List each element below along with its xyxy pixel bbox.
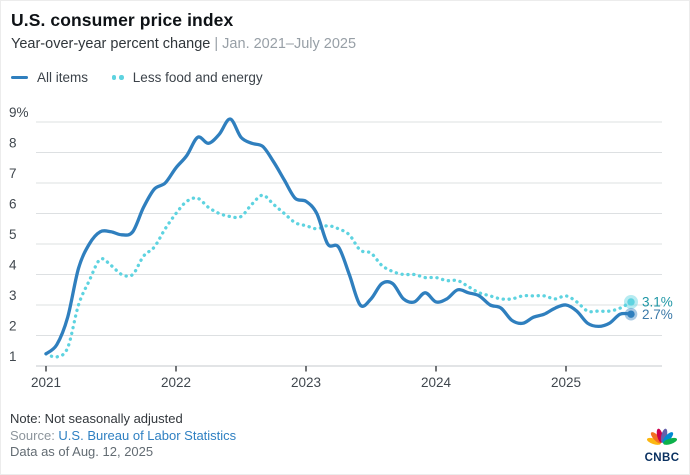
y-axis-tick-label: 9% <box>9 105 29 120</box>
all-items-line <box>44 117 633 356</box>
legend-item-all-items: All items <box>11 70 88 85</box>
footnote: Note: Not seasonally adjusted <box>10 411 183 426</box>
source-line: Source: U.S. Bureau of Labor Statistics <box>10 428 236 445</box>
x-axis-tick-label: 2023 <box>291 375 321 390</box>
less-food-energy-line <box>44 193 633 359</box>
y-axis-tick-label: 8 <box>9 136 17 151</box>
chart-footer: Note: Not seasonally adjusted Source: U.… <box>10 411 236 461</box>
all-items-endpoint-dot <box>627 310 635 318</box>
source-link[interactable]: U.S. Bureau of Labor Statistics <box>58 427 237 443</box>
x-axis-tick-label: 2022 <box>161 375 191 390</box>
legend-label-less-food-energy: Less food and energy <box>132 70 263 85</box>
less-food-energy-value-label: 3.1% <box>642 294 673 309</box>
y-axis-tick-label: 6 <box>9 197 17 212</box>
cnbc-logo-text: CNBC <box>644 452 680 464</box>
legend-item-less-food-energy: Less food and energy <box>112 70 263 85</box>
y-axis-tick-label: 1 <box>9 349 17 364</box>
y-axis-tick-label: 5 <box>9 227 17 242</box>
chart-subtitle: Year-over-year percent change | Jan. 202… <box>11 36 356 52</box>
y-axis-tick-label: 2 <box>9 319 17 334</box>
all-items-line-swatch <box>11 75 28 80</box>
legend-label-all-items: All items <box>37 70 89 85</box>
less-food-energy-endpoint-dot <box>627 298 635 306</box>
page-title: U.S. consumer price index <box>11 10 234 30</box>
y-axis-tick-label: 3 <box>9 288 17 303</box>
cnbc-peacock-icon <box>646 428 678 445</box>
cnbc-logo: CNBC <box>640 418 684 464</box>
data-as-of: Data as of Aug. 12, 2025 <box>10 444 154 459</box>
x-axis-tick-label: 2021 <box>31 375 61 390</box>
y-axis-tick-label: 7 <box>9 166 17 181</box>
x-axis-tick-label: 2025 <box>551 375 581 390</box>
subtitle-date-range: | Jan. 2021–July 2025 <box>214 36 357 52</box>
all-items-value-label: 2.7% <box>642 307 673 322</box>
line-chart-plot-area: 9% 8 7 6 5 4 3 2 1 2021 2022 2023 2024 2025 3.1%2.7% <box>9 105 673 390</box>
subtitle-main: Year-over-year percent change <box>11 36 215 52</box>
y-axis-tick-label: 4 <box>9 258 17 273</box>
less-food-energy-dotted-swatch <box>112 75 124 80</box>
x-axis-tick-label: 2024 <box>421 375 452 390</box>
source-prefix: Source: <box>10 427 59 443</box>
legend: All items Less food and energy <box>11 70 263 85</box>
